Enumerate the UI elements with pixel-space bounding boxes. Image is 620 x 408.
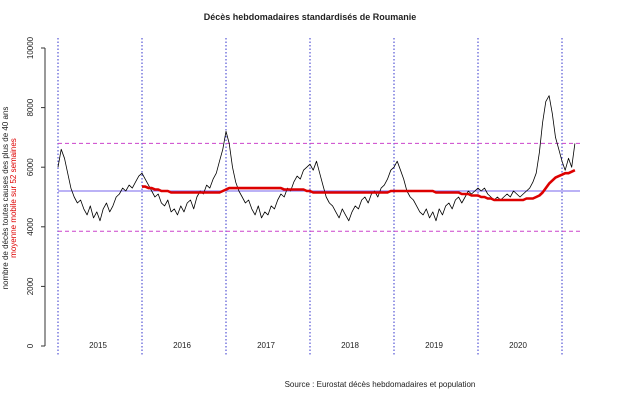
x-tick-label: 2019	[425, 341, 443, 350]
y-label-2: moyenne mobile sur 52 semaines	[9, 138, 18, 258]
y-label: nombre de décès toutes causes des plus d…	[1, 107, 10, 290]
y-tick-label: 4000	[26, 217, 35, 235]
chart-title: Décès hebdomadaires standardisés de Roum…	[204, 12, 417, 22]
x-tick-label: 2018	[341, 341, 359, 350]
x-tick-label: 2016	[173, 341, 191, 350]
series-line	[57, 95, 576, 222]
y-tick-label: 6000	[26, 158, 35, 176]
x-tick-label: 2015	[89, 341, 107, 350]
x-tick-label: 2020	[509, 341, 527, 350]
x-tick-label: 2017	[257, 341, 275, 350]
series-line	[142, 169, 576, 202]
source: Source : Eurostat décès hebdomadaires et…	[285, 380, 476, 389]
y-tick-label: 0	[26, 343, 35, 348]
y-tick-label: 8000	[26, 98, 35, 116]
y-tick-label: 2000	[26, 277, 35, 295]
y-tick-label: 10000	[26, 36, 35, 59]
